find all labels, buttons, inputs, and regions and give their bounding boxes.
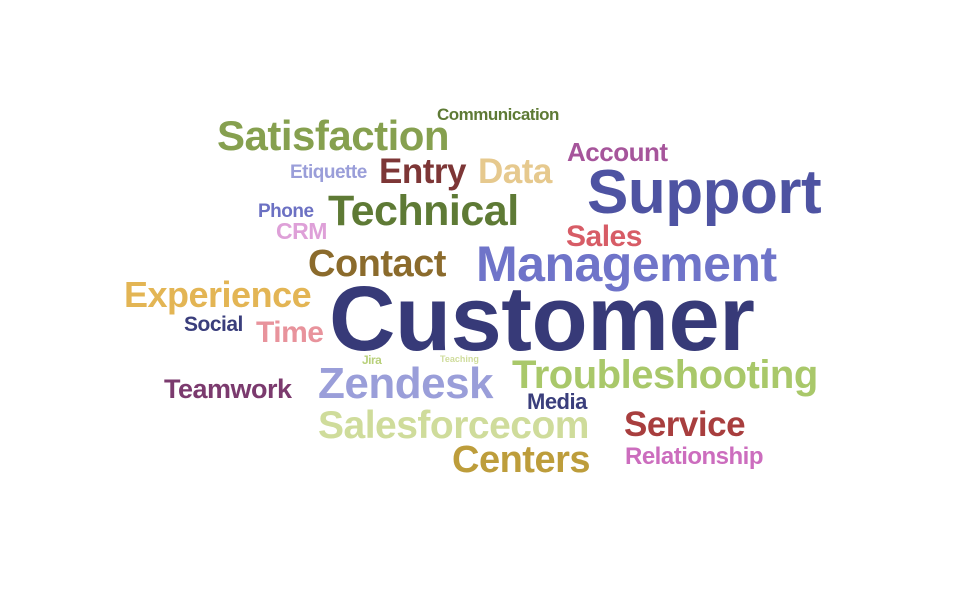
- word-satisfaction: Satisfaction: [217, 112, 450, 159]
- word-communication: Communication: [437, 105, 559, 124]
- word-phone: Phone: [258, 201, 314, 222]
- word-experience: Experience: [124, 274, 312, 315]
- word-jira: Jira: [362, 353, 382, 367]
- word-social: Social: [184, 313, 243, 336]
- word-relationship: Relationship: [625, 443, 764, 470]
- word-centers: Centers: [452, 439, 591, 481]
- word-data: Data: [478, 152, 552, 191]
- word-media: Media: [527, 389, 587, 414]
- word-zendesk: Zendesk: [318, 359, 494, 408]
- word-teaching: Teaching: [440, 354, 479, 364]
- word-service: Service: [624, 405, 746, 444]
- word-management: Management: [476, 236, 777, 292]
- word-teamwork: Teamwork: [164, 374, 292, 404]
- word-technical: Technical: [328, 187, 519, 235]
- word-time: Time: [256, 316, 324, 349]
- word-contact: Contact: [308, 243, 446, 285]
- word-troubleshooting: Troubleshooting: [512, 353, 818, 397]
- word-sales: Sales: [566, 220, 642, 253]
- word-salesforcecom: Salesforcecom: [318, 404, 589, 447]
- word-crm: CRM: [276, 218, 327, 244]
- word-account: Account: [567, 137, 668, 167]
- word-support: Support: [587, 158, 822, 227]
- word-etiquette: Etiquette: [290, 162, 367, 183]
- word-entry: Entry: [379, 152, 466, 191]
- word-customer: Customer: [329, 268, 755, 370]
